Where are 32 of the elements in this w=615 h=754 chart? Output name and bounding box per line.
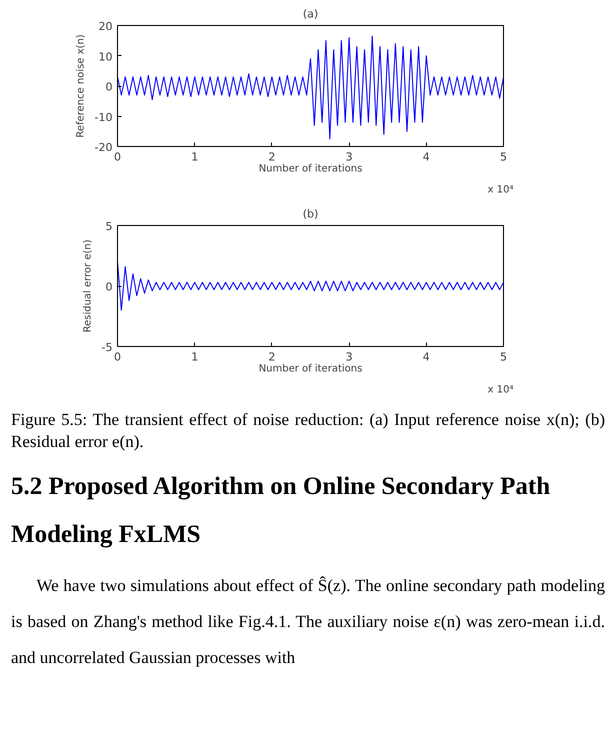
x-tick-label: 5 bbox=[500, 350, 507, 364]
y-tick-label: 20 bbox=[98, 20, 113, 33]
text: We have two simulations about effect of Ŝ(z). The online secondary path modeling is based on Zhang's method like Fig.4.1. The auxiliary noise ε(n) was zero-mean i.i.d. and uncorrelated Gaussian processes with bbox=[11, 575, 605, 669]
y-tick-label: -20 bbox=[94, 141, 112, 154]
y-tick-label: 5 bbox=[106, 220, 112, 233]
y-tick-label: 10 bbox=[98, 50, 113, 64]
x-tick-label: 3 bbox=[346, 350, 353, 364]
chart-title: (b) bbox=[302, 208, 318, 220]
x-axis-title: Number of iterations bbox=[258, 164, 362, 174]
text: 5.2 Proposed Algorithm on Online Secondary Path Modeling FxLMS bbox=[11, 472, 552, 550]
x-tick-label: 4 bbox=[422, 350, 430, 364]
x-tick-label: 2 bbox=[268, 150, 276, 164]
x-tick-label: 1 bbox=[191, 350, 198, 364]
x-tick-label: 5 bbox=[500, 150, 507, 164]
chart-title: (a) bbox=[302, 8, 318, 20]
x-tick-label: 4 bbox=[422, 150, 430, 164]
x-tick-label: 0 bbox=[114, 350, 121, 364]
y-tick-label: 0 bbox=[106, 280, 112, 294]
x-axis-title: Number of iterations bbox=[258, 364, 362, 374]
x-tick-label: 1 bbox=[191, 150, 198, 164]
y-tick-label: 0 bbox=[106, 80, 112, 94]
text: x 10⁴ bbox=[488, 384, 514, 396]
x-tick-label: 2 bbox=[268, 350, 276, 364]
y-tick-label: -10 bbox=[94, 110, 112, 124]
x-tick-label: 0 bbox=[114, 150, 121, 164]
caption: Figure 5.5: The transient effect of noise reduction: (a) Input reference noise x(n); (b) Residual error e(n). bbox=[11, 409, 605, 454]
y-axis-title: Reference noise x(n) bbox=[76, 34, 87, 138]
text: x 10⁴ bbox=[488, 184, 514, 196]
y-tick-label: -5 bbox=[102, 341, 112, 354]
y-axis-title: Residual error e(n) bbox=[82, 239, 94, 333]
x-tick-label: 3 bbox=[346, 150, 353, 164]
line-series bbox=[118, 36, 504, 140]
